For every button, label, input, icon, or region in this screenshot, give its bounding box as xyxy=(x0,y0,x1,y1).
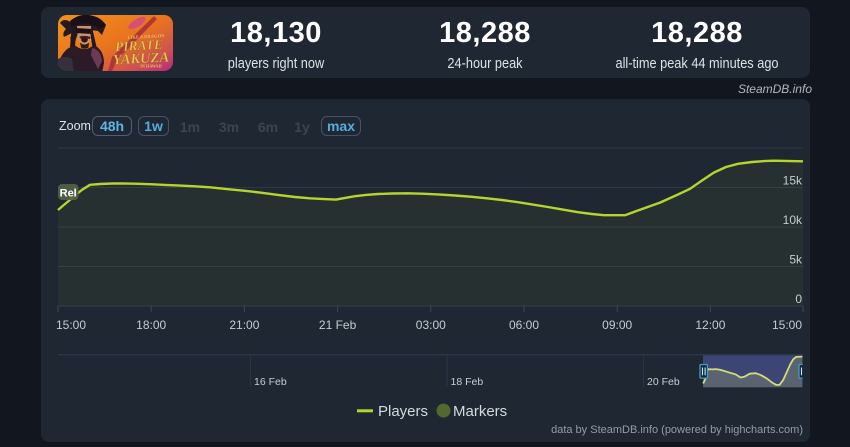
svg-text:15:00: 15:00 xyxy=(56,318,86,332)
svg-text:Players: Players xyxy=(378,403,428,420)
svg-text:15:00: 15:00 xyxy=(772,318,802,332)
svg-text:Markers: Markers xyxy=(453,403,507,420)
svg-text:12:00: 12:00 xyxy=(695,318,725,332)
svg-text:20 Feb: 20 Feb xyxy=(647,376,680,388)
svg-text:LIKE A DRAGON: LIKE A DRAGON xyxy=(127,33,165,40)
svg-text:18 Feb: 18 Feb xyxy=(451,376,484,388)
svg-text:18:00: 18:00 xyxy=(136,318,166,332)
svg-text:0: 0 xyxy=(795,292,802,306)
svg-text:5k: 5k xyxy=(789,253,803,267)
svg-text:21:00: 21:00 xyxy=(229,318,259,332)
svg-text:IN HAWAII: IN HAWAII xyxy=(140,64,162,69)
svg-text:16 Feb: 16 Feb xyxy=(254,376,287,388)
svg-text:Rel: Rel xyxy=(60,188,77,200)
svg-text:15k: 15k xyxy=(783,174,803,188)
svg-text:03:00: 03:00 xyxy=(416,318,446,332)
svg-text:21 Feb: 21 Feb xyxy=(319,318,357,332)
svg-text:09:00: 09:00 xyxy=(602,318,632,332)
svg-text:10k: 10k xyxy=(783,213,803,227)
svg-text:06:00: 06:00 xyxy=(509,318,539,332)
svg-text:data by SteamDB.info (powered: data by SteamDB.info (powered by highcha… xyxy=(551,424,803,436)
svg-text:YAKUZA: YAKUZA xyxy=(113,50,170,69)
svg-text:PIRATE: PIRATE xyxy=(115,37,164,54)
